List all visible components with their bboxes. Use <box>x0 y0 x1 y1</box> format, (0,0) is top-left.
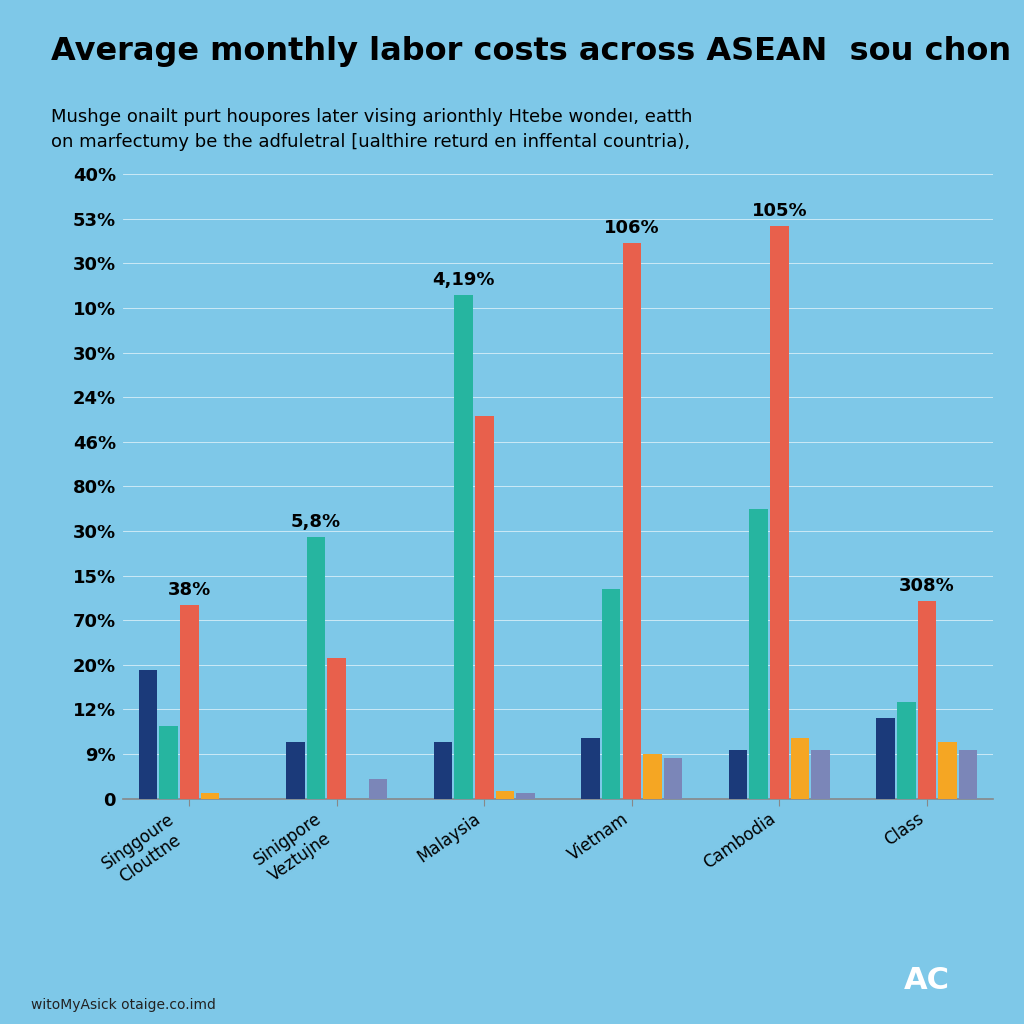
Bar <box>307 537 326 799</box>
Bar <box>770 226 788 799</box>
Bar <box>664 759 682 799</box>
Bar <box>643 755 662 799</box>
Bar <box>475 416 494 799</box>
Text: Average monthly labor costs across ASEAN  sou chon: Average monthly labor costs across ASEAN… <box>51 36 1012 67</box>
Bar <box>918 601 936 799</box>
Bar <box>602 589 621 799</box>
Bar <box>791 738 809 799</box>
Text: 106%: 106% <box>604 218 659 237</box>
Bar <box>138 670 158 799</box>
Bar <box>516 793 535 799</box>
Bar <box>811 751 830 799</box>
Text: Mushge onailt purt houpores later vising arionthly Htebe wondeı, eatth
on marfec: Mushge onailt purt houpores later vising… <box>51 108 692 151</box>
Bar <box>160 726 178 799</box>
Text: 38%: 38% <box>168 582 211 599</box>
Bar <box>623 243 641 799</box>
Bar <box>455 295 473 799</box>
Bar <box>180 605 199 799</box>
Bar <box>958 751 978 799</box>
Bar <box>938 742 956 799</box>
Bar <box>750 509 768 799</box>
Bar <box>369 778 387 799</box>
Text: witoMyAsick otaige.co.imd: witoMyAsick otaige.co.imd <box>31 997 216 1012</box>
Text: 308%: 308% <box>899 578 954 595</box>
Bar <box>496 791 514 799</box>
Bar <box>897 702 915 799</box>
Text: 5,8%: 5,8% <box>291 513 341 530</box>
Bar <box>328 657 346 799</box>
Bar <box>286 742 305 799</box>
Bar <box>729 751 748 799</box>
Bar <box>877 718 895 799</box>
Bar <box>201 793 219 799</box>
Text: 4,19%: 4,19% <box>432 271 495 289</box>
Text: AC: AC <box>904 966 949 995</box>
Text: 105%: 105% <box>752 203 807 220</box>
Bar <box>434 742 453 799</box>
Bar <box>582 738 600 799</box>
